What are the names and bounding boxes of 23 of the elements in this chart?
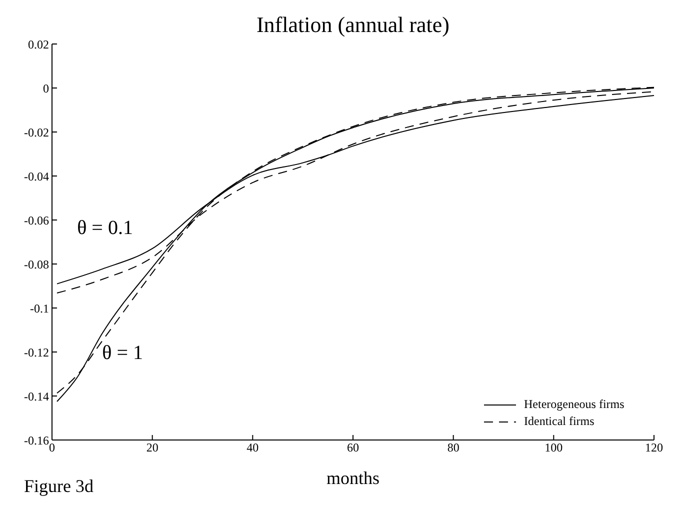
- caption: Figure 3d: [24, 476, 94, 497]
- y-tick-label: -0.06: [24, 213, 49, 228]
- annotation: θ = 0.1: [77, 216, 133, 240]
- y-tick-label: 0: [43, 81, 49, 96]
- y-tick-label: -0.12: [24, 345, 49, 360]
- x-tick-label: 100: [544, 440, 563, 455]
- legend-label: Heterogeneous firms: [524, 397, 624, 412]
- y-tick-label: -0.14: [24, 389, 49, 404]
- y-tick-label: -0.1: [30, 301, 49, 316]
- y-tick-label: -0.04: [24, 169, 49, 184]
- x-tick-label: 80: [447, 440, 460, 455]
- x-tick-label: 40: [246, 440, 259, 455]
- y-tick-label: 0.02: [28, 37, 49, 52]
- y-tick-label: -0.02: [24, 125, 49, 140]
- legend-label: Identical firms: [524, 414, 594, 429]
- x-axis-title: months: [326, 468, 380, 488]
- annotation: θ = 1: [102, 342, 144, 366]
- x-tick-label: 120: [645, 440, 663, 455]
- x-tick-label: 20: [146, 440, 158, 455]
- chart-title: Inflation (annual rate): [255, 12, 450, 38]
- y-tick-label: -0.16: [24, 433, 49, 448]
- y-tick-label: -0.08: [24, 257, 49, 272]
- x-tick-label: 60: [347, 440, 359, 455]
